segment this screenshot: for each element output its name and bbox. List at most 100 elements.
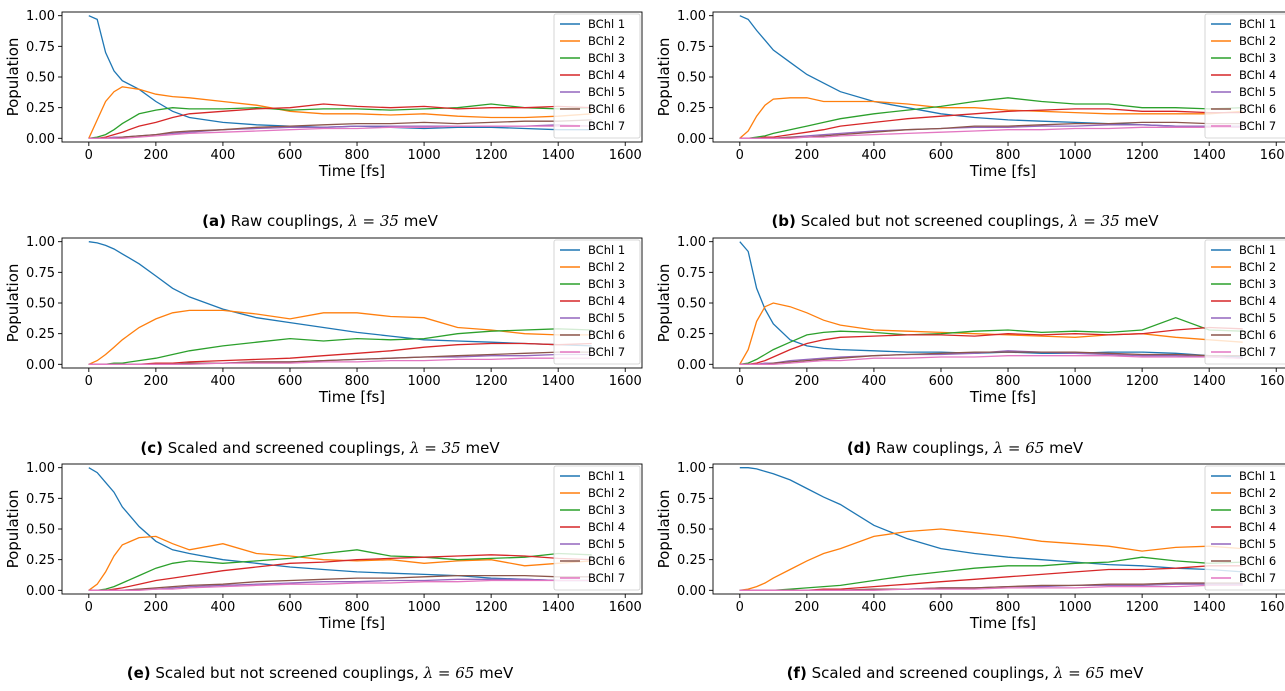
- legend-entry: BChl 1: [1239, 469, 1276, 483]
- legend-entry: BChl 2: [1239, 260, 1276, 274]
- legend: BChl 1 BChl 2 BChl 3 BChl 4 BChl 5 BChl 6 BChl…: [553, 13, 641, 139]
- legend-entry: BChl 6: [588, 328, 625, 342]
- legend-entry: BChl 2: [1239, 486, 1276, 500]
- x-tick-label: 1000: [1059, 148, 1092, 163]
- x-tick-label: 0: [85, 374, 93, 389]
- x-tick-label: 400: [862, 374, 887, 389]
- series-line-bchl-1: [739, 15, 1243, 128]
- x-tick-label: 1200: [1126, 600, 1159, 615]
- caption-f: (f) Scaled and screened couplings, λ = 6…: [645, 664, 1285, 682]
- legend-entry: BChl 4: [1239, 294, 1276, 308]
- x-tick-label: 1400: [542, 374, 575, 389]
- x-tick-label: 1600: [609, 600, 642, 615]
- y-tick-label: 0.50: [26, 297, 55, 312]
- legend-entry: BChl 5: [588, 85, 625, 99]
- legend-box: [553, 13, 641, 139]
- y-tick-label: 0.00: [677, 584, 706, 599]
- legend-entry: BChl 4: [588, 294, 625, 308]
- x-tick-label: 200: [143, 148, 168, 163]
- plot-frame: [712, 11, 1285, 143]
- caption-lambda-symbol: λ: [993, 439, 1004, 457]
- caption-lambda-symbol: λ: [1053, 664, 1064, 682]
- legend-box: [1204, 239, 1285, 365]
- caption-b: (b) Scaled but not screened couplings, λ…: [645, 212, 1285, 230]
- x-tick-label: 1000: [1059, 600, 1092, 615]
- x-tick-label: 1200: [1126, 374, 1159, 389]
- caption-lambda-value: = 35: [424, 439, 461, 457]
- x-tick-label: 200: [794, 148, 819, 163]
- caption-tag: (e): [126, 664, 151, 682]
- series-line-bchl-4: [739, 108, 1243, 139]
- legend-entry: BChl 7: [588, 345, 625, 359]
- legend-entry: BChl 3: [588, 277, 625, 291]
- y-tick-label: 0.50: [677, 71, 706, 86]
- y-tick-label: 0.75: [26, 492, 55, 507]
- caption-text: Scaled but not screened couplings,: [800, 212, 1065, 230]
- x-tick-label: 400: [862, 600, 887, 615]
- legend-entry: BChl 2: [588, 486, 625, 500]
- x-tick-label: 1200: [475, 600, 508, 615]
- legend: BChl 1 BChl 2 BChl 3 BChl 4 BChl 5 BChl 6 BChl…: [553, 465, 641, 591]
- y-tick-label: 0.00: [26, 358, 55, 373]
- x-tick-label: 800: [345, 148, 370, 163]
- x-axis-label: Time [fs]: [969, 162, 1036, 180]
- x-tick-label: 0: [736, 148, 744, 163]
- caption-lambda-symbol: λ: [409, 439, 420, 457]
- y-tick-label: 1.00: [26, 9, 55, 24]
- legend-entry: BChl 5: [588, 311, 625, 325]
- caption-lambda-value: = 35: [362, 212, 399, 230]
- series-line-bchl-7: [88, 579, 592, 591]
- y-axis-label: Population: [655, 38, 673, 117]
- caption-lambda-symbol: λ: [423, 664, 434, 682]
- caption-text: Scaled and screened couplings,: [811, 664, 1050, 682]
- series-line-bchl-1: [88, 15, 592, 131]
- y-tick-label: 0.00: [677, 132, 706, 147]
- x-axis-label: Time [fs]: [969, 614, 1036, 632]
- x-tick-label: 1200: [475, 148, 508, 163]
- y-tick-label: 0.00: [26, 584, 55, 599]
- x-tick-label: 400: [211, 374, 236, 389]
- x-tick-label: 1200: [1126, 148, 1159, 163]
- caption-lambda-value: = 65: [1068, 664, 1105, 682]
- x-tick-label: 1600: [1260, 148, 1285, 163]
- y-axis-label: Population: [655, 490, 673, 569]
- x-tick-label: 1400: [1193, 374, 1226, 389]
- legend-entry: BChl 6: [1239, 554, 1276, 568]
- x-tick-label: 1000: [408, 600, 441, 615]
- caption-text: Raw couplings,: [230, 212, 344, 230]
- legend: BChl 1 BChl 2 BChl 3 BChl 4 BChl 5 BChl 6 BChl…: [1204, 465, 1285, 591]
- caption-lambda-value: = 35: [1083, 212, 1120, 230]
- y-tick-label: 0.75: [26, 266, 55, 281]
- y-tick-label: 0.75: [677, 266, 706, 281]
- series-line-bchl-7: [739, 126, 1243, 139]
- caption-lambda-symbol: λ: [1068, 212, 1079, 230]
- caption-e: (e) Scaled but not screened couplings, λ…: [0, 664, 640, 682]
- x-axis-label: Time [fs]: [318, 614, 385, 632]
- plot-frame: [712, 463, 1285, 595]
- legend-entry: BChl 4: [588, 520, 625, 534]
- y-tick-label: 0.50: [26, 523, 55, 538]
- chart-panel-a: 0 200 400 600 800 1000 1200 1400 1600 0.00 0.25 0.5…: [4, 9, 643, 180]
- series-line-bchl-4: [739, 326, 1243, 365]
- legend-entry: BChl 5: [1239, 537, 1276, 551]
- chart-panel-f: 0 200 400 600 800 1000 1200 1400 1600 0.00 0.25 0.5…: [655, 461, 1285, 632]
- legend-entry: BChl 3: [1239, 503, 1276, 517]
- x-tick-label: 1400: [542, 148, 575, 163]
- legend-entry: BChl 4: [1239, 68, 1276, 82]
- legend-entry: BChl 2: [588, 260, 625, 274]
- legend-entry: BChl 3: [1239, 51, 1276, 65]
- series-line-bchl-4: [88, 103, 592, 139]
- x-axis-label: Time [fs]: [318, 162, 385, 180]
- caption-lambda-symbol: λ: [348, 212, 358, 230]
- y-axis-label: Population: [4, 490, 22, 569]
- series-line-bchl-7: [88, 125, 592, 139]
- series-line-bchl-7: [739, 584, 1243, 591]
- y-tick-label: 0.00: [677, 358, 706, 373]
- caption-tag: (f): [786, 664, 807, 682]
- legend-box: [1204, 13, 1285, 139]
- x-tick-label: 600: [278, 600, 303, 615]
- y-tick-label: 0.25: [26, 553, 55, 568]
- caption-d: (d) Raw couplings, λ = 65 meV: [645, 439, 1285, 457]
- x-tick-label: 800: [345, 374, 370, 389]
- caption-tag: (a): [202, 212, 226, 230]
